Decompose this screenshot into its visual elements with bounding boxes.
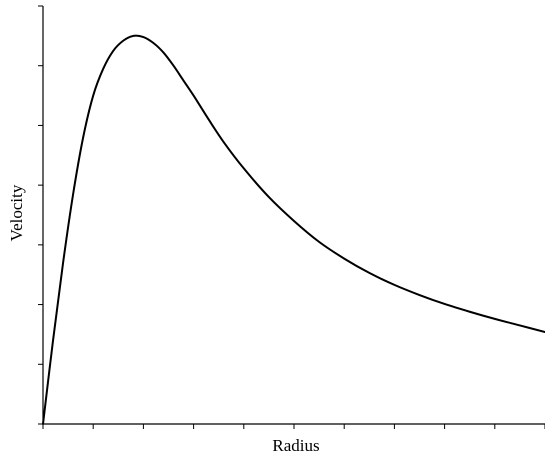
x-axis-label: Radius bbox=[272, 436, 319, 455]
y-axis-ticks bbox=[38, 5, 43, 425]
velocity-curve bbox=[42, 34, 545, 425]
axes bbox=[42, 6, 545, 425]
y-axis-label: Velocity bbox=[7, 184, 26, 241]
x-axis-ticks bbox=[42, 424, 545, 429]
